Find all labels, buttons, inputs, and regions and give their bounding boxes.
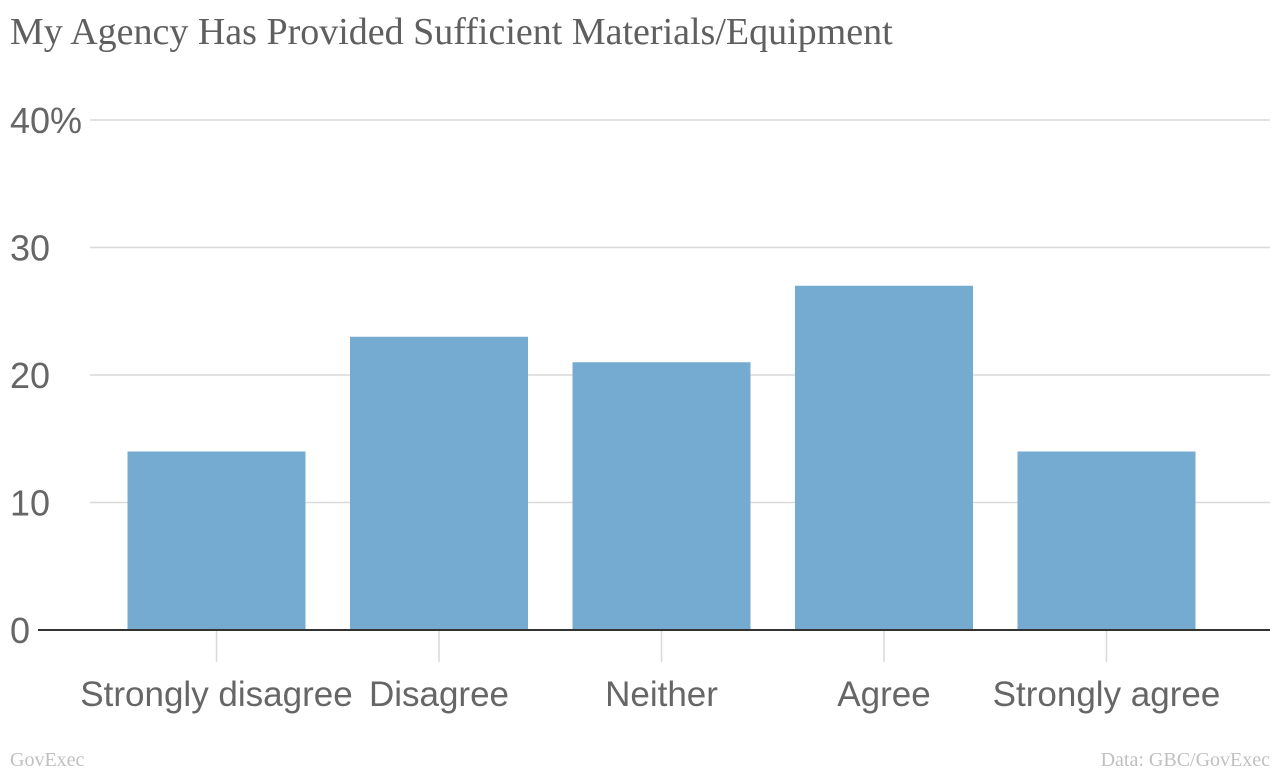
bar [350,336,528,630]
y-tick-label: 20 [10,355,50,396]
y-tick-label: 30 [10,228,50,269]
x-tick-label: Strongly agree [993,675,1221,714]
x-tick-label: Agree [837,675,930,714]
bar [127,451,306,630]
footer-brand: GovExec [10,749,85,771]
y-tick-label: 40% [10,100,82,141]
y-tick-label: 10 [10,483,50,524]
x-tick-label: Neither [605,675,718,714]
y-tick-label: 0 [10,610,30,651]
x-axis-ticks: Strongly disagree Disagree Neither Agree Str… [80,630,1220,714]
x-tick-label: Strongly disagree [80,675,352,714]
footer-source: Data: GBC/GovExec [1100,749,1270,771]
bar [1017,451,1196,630]
chart-title: My Agency Has Provided Sufficient Materi… [10,11,893,53]
bars [127,285,1196,630]
y-axis-ticks: 0 10 20 30 40% [10,100,82,651]
bar [572,362,751,630]
bar [795,285,973,630]
x-tick-label: Disagree [369,675,509,714]
